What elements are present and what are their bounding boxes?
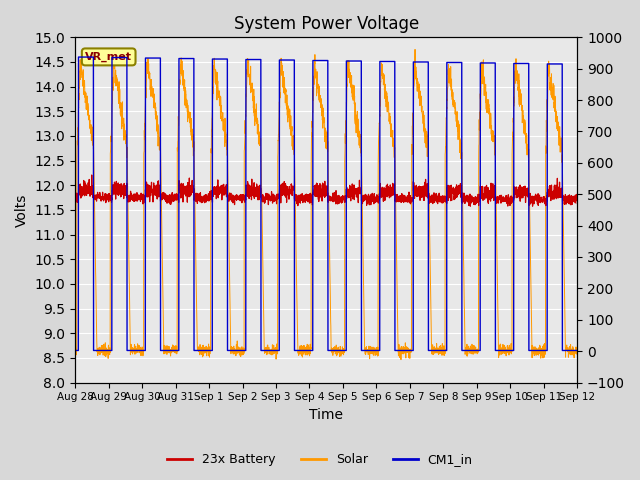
CM1_in xyxy=(264,348,272,353)
Solar xyxy=(397,357,405,362)
CM1_in xyxy=(129,348,136,353)
23x Battery xyxy=(88,172,95,178)
Solar xyxy=(411,47,419,52)
Line: 23x Battery: 23x Battery xyxy=(75,175,577,206)
Solar xyxy=(158,250,166,256)
Solar xyxy=(129,345,136,350)
Title: System Power Voltage: System Power Voltage xyxy=(234,15,419,33)
23x Battery xyxy=(264,197,272,203)
Y-axis label: Volts: Volts xyxy=(15,193,29,227)
Solar xyxy=(285,123,293,129)
CM1_in xyxy=(564,348,572,353)
Solar xyxy=(564,348,572,354)
23x Battery xyxy=(564,200,572,205)
Line: Solar: Solar xyxy=(75,49,577,360)
CM1_in xyxy=(573,348,581,353)
Text: VR_met: VR_met xyxy=(85,52,132,62)
23x Battery xyxy=(159,193,166,199)
23x Battery xyxy=(71,193,79,199)
23x Battery xyxy=(286,192,294,197)
X-axis label: Time: Time xyxy=(309,408,343,422)
Solar xyxy=(510,98,518,104)
23x Battery xyxy=(573,201,581,206)
Legend: 23x Battery, Solar, CM1_in: 23x Battery, Solar, CM1_in xyxy=(163,448,477,471)
23x Battery xyxy=(129,194,136,200)
23x Battery xyxy=(467,204,474,209)
Solar xyxy=(264,342,271,348)
CM1_in xyxy=(509,348,517,353)
CM1_in xyxy=(71,348,79,353)
Solar xyxy=(71,347,79,352)
Solar xyxy=(573,345,581,351)
Line: CM1_in: CM1_in xyxy=(75,57,577,350)
CM1_in xyxy=(75,54,83,60)
CM1_in xyxy=(286,57,294,63)
23x Battery xyxy=(510,197,518,203)
CM1_in xyxy=(159,348,166,353)
